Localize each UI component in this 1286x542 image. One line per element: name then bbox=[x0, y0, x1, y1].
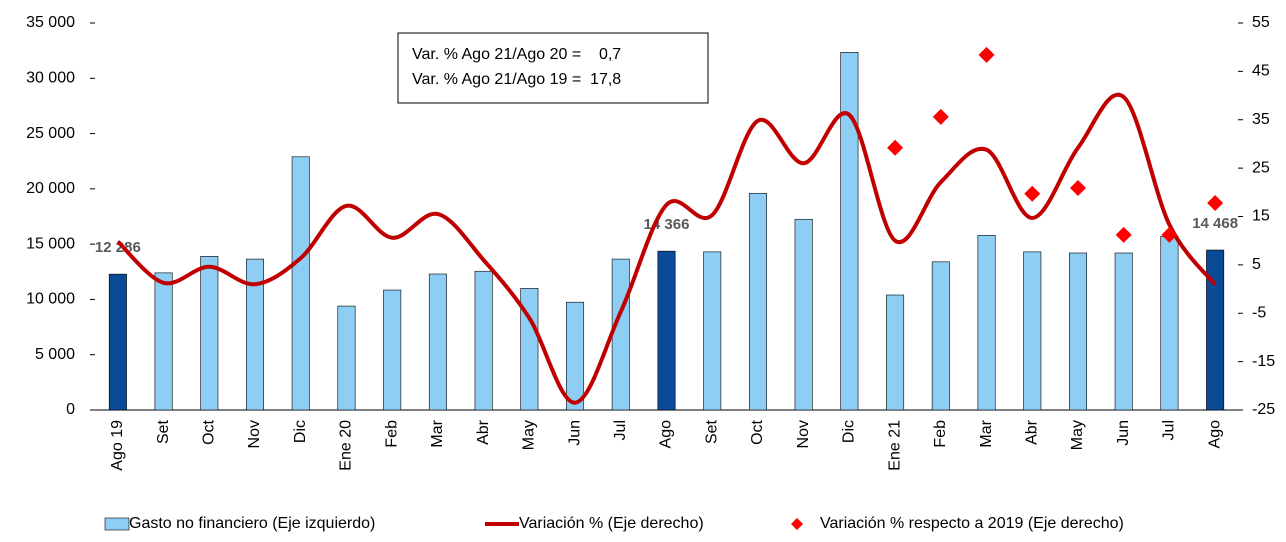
annotation: Var. % Ago 21/Ago 19 = 17,8 bbox=[412, 71, 621, 88]
y-tick-label: 30 000 bbox=[26, 70, 75, 87]
bar bbox=[383, 289, 402, 411]
x-tick-label: May bbox=[521, 420, 538, 450]
y2-tick-label: 15 bbox=[1252, 208, 1270, 225]
marker bbox=[887, 139, 904, 156]
marker bbox=[1207, 194, 1224, 211]
legend-swatch bbox=[791, 518, 803, 530]
bar bbox=[291, 156, 310, 411]
x-tick-label: Jul bbox=[612, 420, 629, 440]
x-tick-label: Oct bbox=[201, 419, 218, 444]
x-tick-label: Ago bbox=[658, 420, 675, 449]
marker bbox=[978, 46, 995, 63]
x-tick-label: Ene 21 bbox=[886, 420, 903, 471]
bar bbox=[748, 192, 767, 411]
y2-tick-label: 55 bbox=[1252, 14, 1270, 31]
y-tick-label: 15 000 bbox=[26, 235, 75, 252]
x-tick-label: Set bbox=[703, 419, 720, 444]
legend-label: Variación % respecto a 2019 (Eje derecho… bbox=[820, 515, 1124, 532]
bar bbox=[108, 273, 127, 411]
bar bbox=[1206, 249, 1225, 411]
y-tick-label: 5 000 bbox=[35, 346, 75, 363]
bar bbox=[657, 250, 676, 411]
y-tick-label: 10 000 bbox=[26, 291, 75, 308]
x-tick-label: Ago 19 bbox=[109, 420, 126, 471]
annotation-box bbox=[397, 32, 709, 104]
x-tick-label: Oct bbox=[749, 419, 766, 444]
y-tick-label: 0 bbox=[66, 401, 75, 418]
bar bbox=[611, 258, 630, 411]
legend-label: Gasto no financiero (Eje izquierdo) bbox=[129, 515, 375, 532]
y-tick-label: 25 000 bbox=[26, 125, 75, 142]
bar bbox=[794, 218, 813, 411]
y2-tick-label: -25 bbox=[1252, 401, 1275, 418]
bar bbox=[703, 251, 722, 411]
y2-tick-label: 35 bbox=[1252, 111, 1270, 128]
bar bbox=[1023, 251, 1042, 411]
legend-label: Variación % (Eje derecho) bbox=[519, 515, 704, 532]
bar bbox=[566, 301, 585, 411]
y2-tick-label: 45 bbox=[1252, 63, 1270, 80]
bar bbox=[520, 288, 539, 411]
x-tick-label: Nov bbox=[795, 420, 812, 448]
value-label: 14 468 bbox=[1192, 215, 1238, 232]
bar bbox=[977, 234, 996, 411]
bar bbox=[1160, 236, 1179, 411]
x-tick-label: Set bbox=[155, 419, 172, 444]
bar bbox=[154, 272, 173, 411]
bar bbox=[931, 261, 950, 411]
bar bbox=[200, 256, 219, 411]
x-tick-label: Mar bbox=[978, 419, 995, 447]
x-tick-label: May bbox=[1069, 420, 1086, 450]
marker bbox=[1161, 226, 1178, 243]
marker bbox=[932, 108, 949, 125]
bar bbox=[1114, 252, 1133, 411]
bar bbox=[474, 270, 493, 411]
x-tick-label: Feb bbox=[383, 420, 400, 448]
x-tick-label: Dic bbox=[292, 420, 309, 443]
x-tick-label: Ago bbox=[1206, 420, 1223, 449]
x-tick-label: Jun bbox=[1115, 420, 1132, 446]
bar bbox=[840, 52, 859, 411]
x-tick-label: Nov bbox=[246, 420, 263, 448]
line bbox=[116, 92, 1217, 405]
x-tick-label: Abr bbox=[1023, 419, 1040, 445]
y2-tick-label: 25 bbox=[1252, 159, 1270, 176]
x-tick-label: Abr bbox=[475, 419, 492, 445]
x-tick-label: Mar bbox=[429, 419, 446, 447]
bar bbox=[428, 273, 447, 411]
bar bbox=[337, 305, 356, 411]
x-tick-label: Feb bbox=[932, 420, 949, 448]
x-tick-label: Jul bbox=[1161, 420, 1178, 440]
marker bbox=[1115, 226, 1132, 243]
y2-tick-label: 5 bbox=[1252, 256, 1261, 273]
x-tick-label: Ene 20 bbox=[338, 420, 355, 471]
y2-tick-label: -15 bbox=[1252, 353, 1275, 370]
x-tick-label: Dic bbox=[841, 420, 858, 443]
y-tick-label: 35 000 bbox=[26, 14, 75, 31]
marker bbox=[1069, 179, 1086, 196]
legend-swatch bbox=[104, 517, 130, 531]
marker bbox=[1024, 185, 1041, 202]
bar bbox=[1068, 252, 1087, 411]
bar bbox=[886, 294, 905, 411]
bar bbox=[246, 258, 265, 411]
y-tick-label: 20 000 bbox=[26, 180, 75, 197]
annotation: Var. % Ago 21/Ago 20 = 0,7 bbox=[412, 46, 621, 63]
y2-tick-label: -5 bbox=[1252, 304, 1266, 321]
x-tick-label: Jun bbox=[566, 420, 583, 446]
